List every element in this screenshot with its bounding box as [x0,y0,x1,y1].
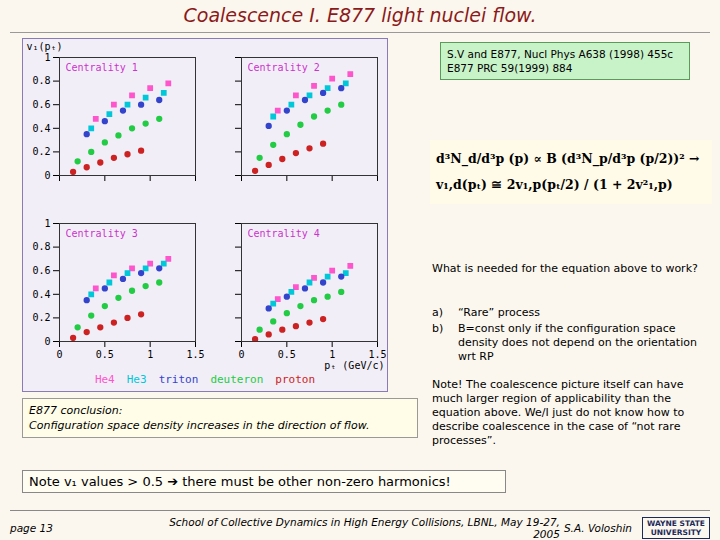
svg-text:Centrality 2: Centrality 2 [248,62,320,73]
html-text:Note v₁ values > 0.5 ➔ there m: Note v₁ values > 0.5 ➔ there must be oth… [29,474,451,489]
svg-text:0: 0 [44,170,50,181]
svg-text:Centrality 1: Centrality 1 [66,62,138,73]
html-text:deuteron: deuteron [210,373,264,386]
html-text:proton: proton [275,373,316,386]
svg-text:Centrality 4: Centrality 4 [248,228,320,239]
svg-text:v₁(pₜ): v₁(pₜ) [27,41,63,52]
html-text:S.V and E877, Nucl Phys A638 (: S.V and E877, Nucl Phys A638 (1998) 455c [447,48,674,60]
svg-text:pₜ (GeV/c): pₜ (GeV/c) [324,360,384,371]
html-text:b): b) [432,322,444,335]
svg-text:0.4: 0.4 [32,289,50,300]
html-text:“Rare” process: “Rare” process [458,306,540,319]
svg-text:0.5: 0.5 [278,349,296,360]
html-text:He4: He4 [94,373,115,386]
svg-text:1: 1 [44,218,50,229]
svg-text:0.2: 0.2 [32,312,50,323]
html-text:triton: triton [158,373,199,386]
html-text:E877 PRC 59(1999) 884: E877 PRC 59(1999) 884 [447,62,573,74]
svg-text:0.2: 0.2 [32,146,50,157]
html-text:page 13: page 13 [10,522,53,534]
html-text:B=const only if the configurat: B=const only if the configuration space … [458,322,697,363]
html-text:Configuration space density in: Configuration space density increases in… [29,419,370,432]
svg-text:1.5: 1.5 [186,349,204,360]
svg-text:0: 0 [44,336,50,347]
svg-text:Centrality 3: Centrality 3 [66,228,138,239]
svg-text:0.6: 0.6 [32,99,50,110]
html-text:d³N_d/d³p (p) ∝ B (d³N_p/d³p (: d³N_d/d³p (p) ∝ B (d³N_p/d³p (p/2))² → [436,151,700,166]
svg-text:1.5: 1.5 [368,349,386,360]
html-text:WAYNE STATE UNIVERSITY: WAYNE STATE UNIVERSITY [647,519,705,537]
html-text:E877 conclusion:: E877 conclusion: [29,404,123,417]
svg-text:0.6: 0.6 [32,265,50,276]
svg-text:0: 0 [238,349,244,360]
html-text:Coalescence I. E877 light nucl: Coalescence I. E877 light nuclei flow. [183,4,537,26]
svg-text:0: 0 [56,349,62,360]
svg-text:0.5: 0.5 [96,349,114,360]
svg-text:0.4: 0.4 [32,123,50,134]
svg-text:1: 1 [147,349,153,360]
svg-text:0.8: 0.8 [32,241,50,252]
html-text:School of Collective Dynamics: School of Collective Dynamics in High En… [169,516,632,540]
svg-text:0.8: 0.8 [32,75,50,86]
html-text:a): a) [432,306,443,319]
html-text:He3: He3 [126,373,147,386]
svg-text:1: 1 [44,52,50,63]
html-text:Note! The coalescence picture: Note! The coalescence picture itself can… [432,378,685,447]
svg-text:1: 1 [329,349,335,360]
html-text:What is needed for the equatio: What is needed for the equation above to… [432,262,698,275]
html-text:v₁,d(pₜ) ≅ 2v₁,p(pₜ/2) / (1 +: v₁,d(pₜ) ≅ 2v₁,p(pₜ/2) / (1 + 2v²₁,p) [436,177,673,192]
